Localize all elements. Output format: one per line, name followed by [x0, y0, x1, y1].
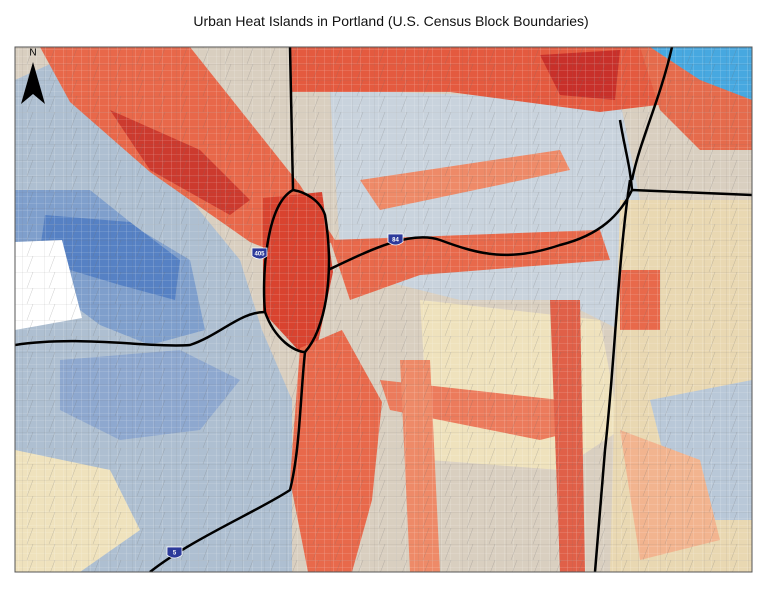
shield: 84 [387, 233, 404, 246]
shield-label: 405 [254, 252, 265, 258]
north-arrow [21, 62, 45, 104]
highway [593, 179, 632, 572]
map-frame [14, 46, 753, 573]
highways [15, 47, 752, 572]
block-boundaries [15, 47, 752, 572]
highway [618, 119, 634, 191]
highway [149, 351, 307, 572]
north-label: N [29, 48, 36, 59]
shield: 5 [166, 546, 183, 559]
highway [327, 188, 752, 272]
highway [630, 47, 674, 181]
map-title: Urban Heat Islands in Portland (U.S. Cen… [193, 13, 588, 29]
shield: 405 [251, 247, 268, 260]
shield-label: 5 [173, 551, 177, 557]
highway [288, 47, 295, 191]
highway [15, 310, 266, 347]
shield-label: 84 [392, 238, 399, 244]
highway [262, 188, 331, 354]
map-area: 405 84 5 N [15, 47, 752, 572]
